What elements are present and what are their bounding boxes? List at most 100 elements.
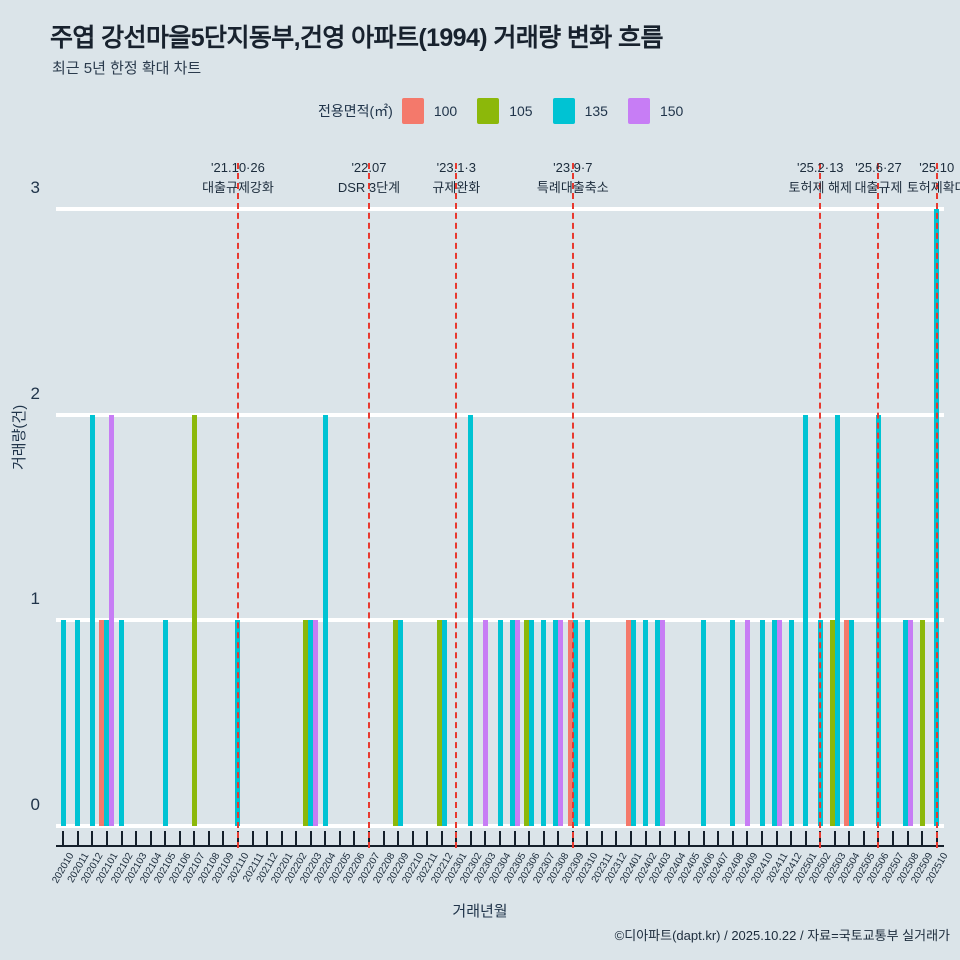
bar-202203-150[interactable] [313, 620, 319, 826]
event-desc: 토허제 해제 [788, 180, 852, 195]
bar-202406-135[interactable] [701, 620, 707, 826]
bar-202107-105[interactable] [191, 414, 197, 826]
legend-item-150[interactable]: 150 [627, 98, 699, 124]
bar-202508-135[interactable] [902, 620, 908, 826]
bar-202410-135[interactable] [759, 620, 765, 826]
event-date: '25.6·27 [855, 160, 902, 175]
bar-202305-135[interactable] [509, 620, 515, 826]
bar-202504-100[interactable] [844, 620, 850, 826]
x-tick-mark [644, 831, 647, 845]
y-tick-label: 0 [30, 795, 40, 814]
bar-202102-135[interactable] [119, 620, 124, 826]
bar-202101-150[interactable] [109, 414, 115, 826]
event-desc: DSR 3단계 [337, 180, 401, 195]
x-tick-mark [790, 831, 793, 845]
bar-202503-105[interactable] [829, 620, 835, 826]
event-line-202502 [819, 163, 822, 848]
bar-202508-150[interactable] [907, 620, 913, 826]
bar-202403-135[interactable] [655, 620, 661, 826]
bar-202403-150[interactable] [660, 620, 666, 826]
bar-202203-135[interactable] [308, 620, 314, 826]
x-tick-mark [440, 831, 443, 845]
x-tick-mark [411, 831, 414, 845]
legend-item-100[interactable]: 100 [401, 98, 473, 124]
bar-202303-150[interactable] [482, 620, 488, 826]
x-tick-mark [804, 831, 807, 845]
bar-202411-135[interactable] [771, 620, 777, 826]
bar-202401-100[interactable] [626, 620, 632, 826]
event-line-202506 [877, 163, 880, 848]
gridline-3 [56, 207, 944, 211]
gridline-0 [56, 824, 944, 828]
bar-202203-105[interactable] [303, 620, 309, 826]
bar-202012-135[interactable] [89, 414, 95, 826]
event-desc: 대출규제강화 [202, 180, 274, 195]
x-tick-mark [251, 831, 254, 845]
legend-item-135[interactable]: 135 [552, 98, 624, 124]
bar-202302-135[interactable] [468, 414, 474, 826]
bar-202310-135[interactable] [584, 620, 590, 826]
x-tick-mark [586, 831, 589, 845]
bar-202101-135[interactable] [104, 620, 110, 826]
bar-202212-135[interactable] [441, 620, 447, 826]
x-tick-mark [62, 831, 65, 845]
bar-202105-135[interactable] [162, 620, 168, 826]
bar-202307-135[interactable] [541, 620, 547, 826]
x-tick-mark [702, 831, 705, 845]
x-tick-mark [76, 831, 79, 845]
bar-202409-150[interactable] [744, 620, 750, 826]
bar-202503-135[interactable] [834, 414, 840, 826]
bar-202306-105[interactable] [524, 620, 530, 826]
bar-202401-135[interactable] [631, 620, 637, 826]
legend-swatch-icon [477, 98, 500, 124]
bar-202412-135[interactable] [788, 620, 794, 826]
legend-item-105[interactable]: 105 [477, 98, 548, 124]
bar-202306-135[interactable] [529, 620, 535, 826]
bar-202309-135[interactable] [572, 620, 578, 826]
y-tick-label: 3 [30, 178, 40, 197]
legend-label: 150 [659, 103, 684, 119]
x-tick-mark [731, 831, 734, 845]
bar-202509-105[interactable] [919, 620, 925, 826]
x-tick-mark [164, 831, 167, 845]
x-tick-mark [717, 831, 720, 845]
bar-202308-135[interactable] [553, 620, 559, 826]
bar-202308-150[interactable] [558, 620, 564, 826]
x-tick-mark [484, 831, 487, 845]
x-tick-mark [673, 831, 676, 845]
x-tick-mark [513, 831, 516, 845]
bar-202305-150[interactable] [514, 620, 520, 826]
bar-202501-135[interactable] [803, 414, 809, 826]
bar-202101-100[interactable] [99, 620, 105, 826]
x-tick-mark [105, 831, 108, 845]
bar-202309-100[interactable] [567, 620, 573, 826]
x-tick-mark [309, 831, 312, 845]
bar-202204-135[interactable] [322, 414, 328, 826]
x-tick-mark [892, 831, 895, 845]
x-tick-mark [600, 831, 603, 845]
bar-202212-105[interactable] [436, 620, 442, 826]
legend-label: 135 [584, 103, 608, 119]
x-tick-mark [353, 831, 356, 845]
legend-title: 전용면적(㎡) [318, 103, 393, 119]
y-axis-title: 거래량(건) [11, 404, 28, 470]
bar-202209-105[interactable] [393, 620, 399, 826]
x-tick-mark [630, 831, 633, 845]
bar-202010-135[interactable] [60, 620, 66, 826]
bar-202011-135[interactable] [75, 620, 81, 826]
event-date: '21.10·26 [211, 160, 265, 175]
x-tick-mark [193, 831, 196, 845]
bar-202402-135[interactable] [643, 620, 649, 826]
event-desc: 토허제확대 [906, 180, 960, 195]
bar-202408-135[interactable] [730, 620, 736, 826]
x-tick-mark [91, 831, 94, 845]
bar-202209-135[interactable] [398, 620, 404, 826]
event-label-202510: '25.10 토허제확대 [907, 158, 960, 198]
bar-202304-135[interactable] [497, 620, 503, 826]
event-desc: 특례대출축소 [536, 180, 609, 195]
x-tick-mark [280, 831, 283, 845]
bar-202504-135[interactable] [849, 620, 855, 826]
x-tick-mark [906, 831, 909, 845]
x-axis-title: 거래년월 [452, 903, 508, 920]
bar-202411-150[interactable] [776, 620, 782, 826]
